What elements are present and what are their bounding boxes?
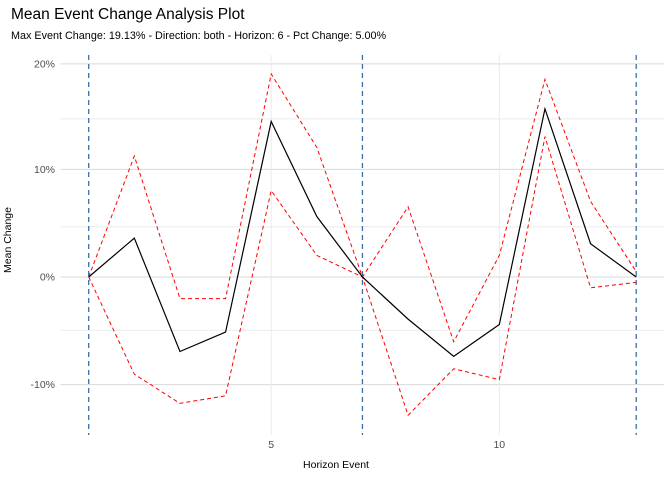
svg-text:10%: 10% (34, 164, 55, 176)
svg-text:5: 5 (268, 439, 274, 451)
svg-text:-10%: -10% (30, 379, 55, 391)
svg-text:20%: 20% (34, 59, 55, 71)
svg-text:10: 10 (493, 439, 505, 451)
svg-text:0%: 0% (40, 272, 55, 284)
